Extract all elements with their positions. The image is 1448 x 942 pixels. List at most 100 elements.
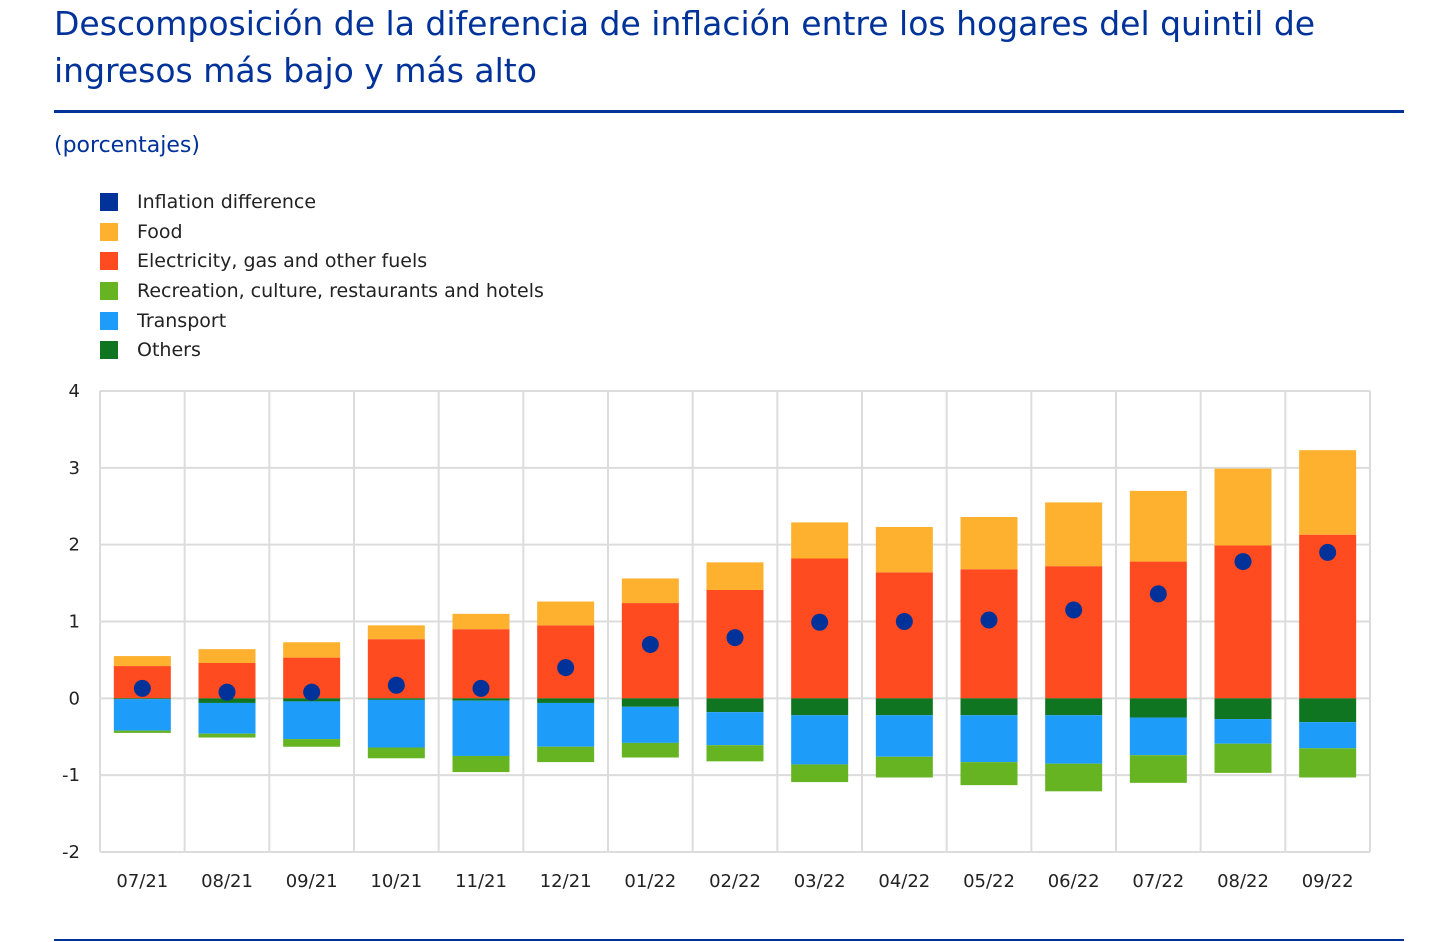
legend-swatch bbox=[100, 281, 118, 300]
legend-label: Electricity, gas and other fuels bbox=[137, 250, 428, 273]
bar-recreation-culture-restaurants-and-hotels bbox=[621, 742, 679, 758]
legend-label: Others bbox=[137, 339, 201, 362]
x-tick-label: 08/22 bbox=[1217, 871, 1269, 892]
bar-others bbox=[537, 698, 595, 703]
bar-transport bbox=[198, 702, 256, 734]
x-tick-label: 02/22 bbox=[709, 871, 761, 892]
y-tick-label: 3 bbox=[69, 458, 80, 479]
bar-others bbox=[1299, 698, 1357, 723]
bar-food bbox=[1299, 450, 1357, 535]
x-tick-label: 05/22 bbox=[963, 871, 1015, 892]
y-tick-label: 1 bbox=[69, 612, 80, 633]
bar-recreation-culture-restaurants-and-hotels bbox=[960, 762, 1018, 786]
bar-electricity-gas-and-other-fuels bbox=[1129, 561, 1187, 699]
inflation-difference-dot bbox=[218, 683, 236, 701]
bar-food bbox=[706, 562, 764, 590]
x-tick-label: 11/21 bbox=[455, 871, 507, 892]
legend-item: Food bbox=[100, 217, 544, 247]
bar-others bbox=[791, 698, 849, 716]
inflation-difference-dot bbox=[1149, 585, 1167, 603]
bar-recreation-culture-restaurants-and-hotels bbox=[1214, 743, 1272, 773]
bar-transport bbox=[875, 715, 933, 757]
inflation-difference-dot bbox=[641, 636, 659, 654]
bar-recreation-culture-restaurants-and-hotels bbox=[706, 745, 764, 762]
legend-swatch bbox=[100, 192, 118, 211]
bar-transport bbox=[960, 715, 1018, 763]
bar-others bbox=[1129, 698, 1187, 718]
bar-others bbox=[875, 698, 933, 716]
x-tick-label: 03/22 bbox=[794, 871, 846, 892]
x-tick-label: 01/22 bbox=[624, 871, 676, 892]
inflation-difference-dot bbox=[133, 679, 151, 697]
inflation-difference-dot bbox=[1319, 543, 1337, 561]
bar-food bbox=[537, 601, 595, 626]
bar-food bbox=[452, 613, 510, 630]
bar-food bbox=[1214, 468, 1272, 546]
legend-label: Transport bbox=[137, 309, 227, 332]
bar-recreation-culture-restaurants-and-hotels bbox=[452, 755, 510, 773]
bar-electricity-gas-and-other-fuels bbox=[1214, 545, 1272, 699]
bar-transport bbox=[1129, 717, 1187, 756]
bar-recreation-culture-restaurants-and-hotels bbox=[283, 739, 341, 747]
bar-recreation-culture-restaurants-and-hotels bbox=[1299, 748, 1357, 778]
bar-recreation-culture-restaurants-and-hotels bbox=[113, 730, 171, 733]
inflation-difference-dot bbox=[472, 679, 490, 697]
bar-others bbox=[960, 698, 1018, 716]
bar-recreation-culture-restaurants-and-hotels bbox=[791, 764, 849, 783]
legend-label: Inflation difference bbox=[137, 190, 317, 213]
bar-electricity-gas-and-other-fuels bbox=[875, 572, 933, 699]
bar-transport bbox=[537, 702, 595, 747]
y-tick-label: -2 bbox=[62, 842, 80, 863]
bar-food bbox=[1045, 502, 1103, 567]
legend-swatch bbox=[100, 252, 118, 271]
bar-recreation-culture-restaurants-and-hotels bbox=[1129, 755, 1187, 783]
bar-food bbox=[960, 517, 1018, 570]
y-tick-label: 0 bbox=[69, 688, 80, 709]
bar-food bbox=[113, 656, 171, 667]
bar-others bbox=[452, 698, 510, 701]
bar-others bbox=[1045, 698, 1103, 716]
inflation-difference-dot bbox=[387, 676, 405, 694]
legend-item: Inflation difference bbox=[100, 187, 544, 217]
chart-subtitle: (porcentajes) bbox=[54, 133, 200, 158]
bar-others bbox=[113, 698, 171, 700]
legend: Inflation difference Food Electricity, gas… bbox=[100, 187, 544, 365]
x-tick-label: 04/22 bbox=[878, 871, 930, 892]
bar-recreation-culture-restaurants-and-hotels bbox=[1045, 763, 1103, 792]
bar-transport bbox=[706, 712, 764, 746]
legend-swatch bbox=[100, 341, 118, 360]
inflation-difference-dot bbox=[303, 683, 321, 701]
bar-recreation-culture-restaurants-and-hotels bbox=[537, 746, 595, 763]
x-tick-label: 09/21 bbox=[286, 871, 338, 892]
bar-transport bbox=[1299, 722, 1357, 749]
bar-recreation-culture-restaurants-and-hotels bbox=[875, 756, 933, 778]
chart-title: Descomposición de la diferencia de infla… bbox=[54, 4, 1316, 90]
inflation-difference-dot bbox=[895, 613, 913, 630]
title-rule bbox=[54, 110, 1404, 113]
bar-others bbox=[1214, 698, 1272, 720]
x-tick-label: 12/21 bbox=[540, 871, 592, 892]
bar-recreation-culture-restaurants-and-hotels bbox=[367, 747, 425, 759]
bar-food bbox=[621, 578, 679, 604]
legend-swatch bbox=[100, 311, 118, 330]
bar-electricity-gas-and-other-fuels bbox=[960, 569, 1018, 699]
bar-others bbox=[367, 698, 425, 700]
bar-food bbox=[283, 642, 341, 658]
bar-transport bbox=[1214, 719, 1272, 744]
legend-item: Transport bbox=[100, 306, 544, 336]
x-tick-label: 07/21 bbox=[116, 871, 168, 892]
bar-food bbox=[367, 625, 425, 640]
x-tick-label: 07/22 bbox=[1132, 871, 1184, 892]
inflation-difference-dot bbox=[980, 611, 998, 629]
bar-food bbox=[1129, 490, 1187, 562]
bar-electricity-gas-and-other-fuels bbox=[1045, 566, 1103, 699]
inflation-difference-dot bbox=[1065, 601, 1083, 619]
y-tick-label: -1 bbox=[62, 765, 80, 786]
x-tick-label: 08/21 bbox=[201, 871, 253, 892]
legend-item: Recreation, culture, restaurants and hot… bbox=[100, 276, 544, 306]
bar-transport bbox=[621, 706, 679, 743]
inflation-difference-dot bbox=[1234, 553, 1252, 571]
bar-food bbox=[875, 526, 933, 573]
x-tick-label: 10/21 bbox=[370, 871, 422, 892]
